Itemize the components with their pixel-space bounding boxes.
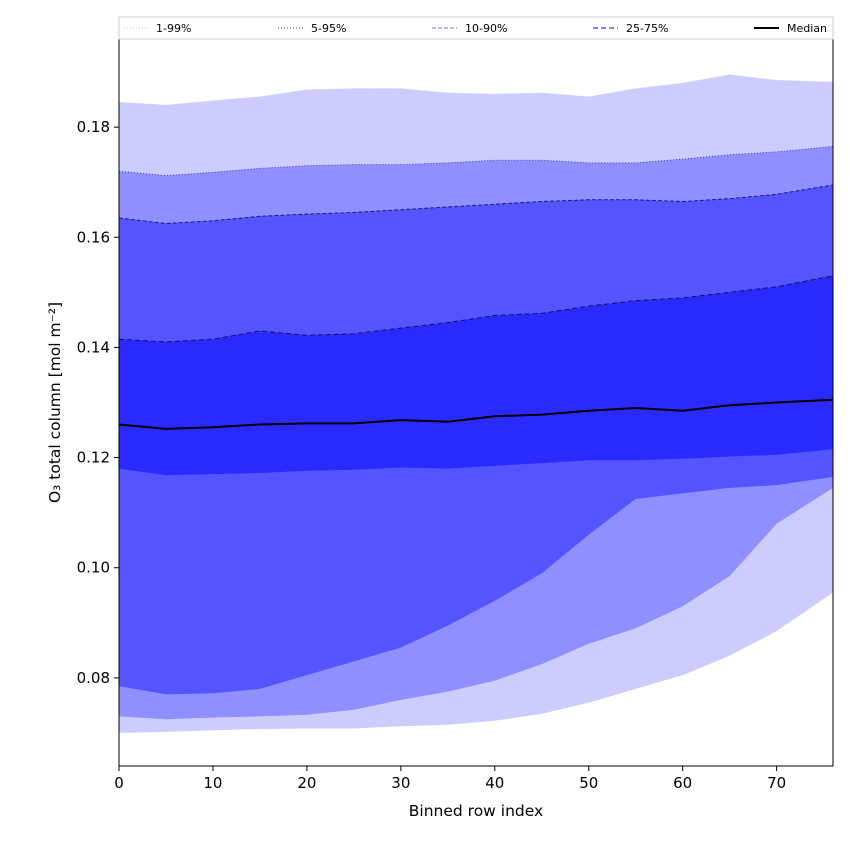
x-tick-label: 10 [203, 774, 222, 792]
legend-label: 1-99% [156, 22, 191, 35]
y-tick-label: 0.08 [77, 669, 110, 687]
legend-label: Median [787, 22, 827, 35]
x-tick-label: 50 [579, 774, 598, 792]
y-axis-ticks: 0.08 0.10 0.12 0.14 0.16 0.18 [77, 118, 119, 687]
legend-item: 25-75% [593, 22, 668, 35]
y-tick-label: 0.16 [77, 228, 110, 246]
line-p95 [118, 145, 834, 177]
line-p90 [118, 184, 834, 225]
x-tick-label: 20 [297, 774, 316, 792]
y-tick-label: 0.12 [77, 449, 110, 467]
x-axis-ticks: 0 10 20 30 40 50 60 70 [114, 766, 786, 792]
legend-label: 5-95% [311, 22, 346, 35]
x-tick-label: 70 [767, 774, 786, 792]
x-axis-label: Binned row index [409, 802, 543, 820]
legend: 1-99% 5-95% 10-90% 25-75% Median [118, 16, 834, 40]
x-tick-label: 60 [673, 774, 692, 792]
median-line [118, 398, 834, 430]
legend-label: 25-75% [626, 22, 668, 35]
x-tick-label: 30 [391, 774, 410, 792]
percentile-bands [119, 74, 833, 734]
y-tick-label: 0.14 [77, 338, 110, 356]
legend-box [118, 16, 834, 40]
line-p75 [118, 275, 834, 343]
median-series [118, 398, 834, 430]
legend-label: 10-90% [465, 22, 507, 35]
y-tick-label: 0.10 [77, 559, 110, 577]
x-tick-label: 0 [114, 774, 124, 792]
band-boundary-lines [118, 74, 834, 343]
y-tick-label: 0.18 [77, 118, 110, 136]
legend-item: 10-90% [432, 22, 507, 35]
legend-item: Median [754, 22, 827, 35]
legend-item: 1-99% [124, 22, 191, 35]
legend-item: 5-95% [278, 22, 346, 35]
x-tick-label: 40 [485, 774, 504, 792]
line-p99 [118, 74, 834, 106]
y-axis-label: O₃ total column [mol m⁻²] [46, 302, 64, 503]
band-25-75 [119, 275, 833, 476]
